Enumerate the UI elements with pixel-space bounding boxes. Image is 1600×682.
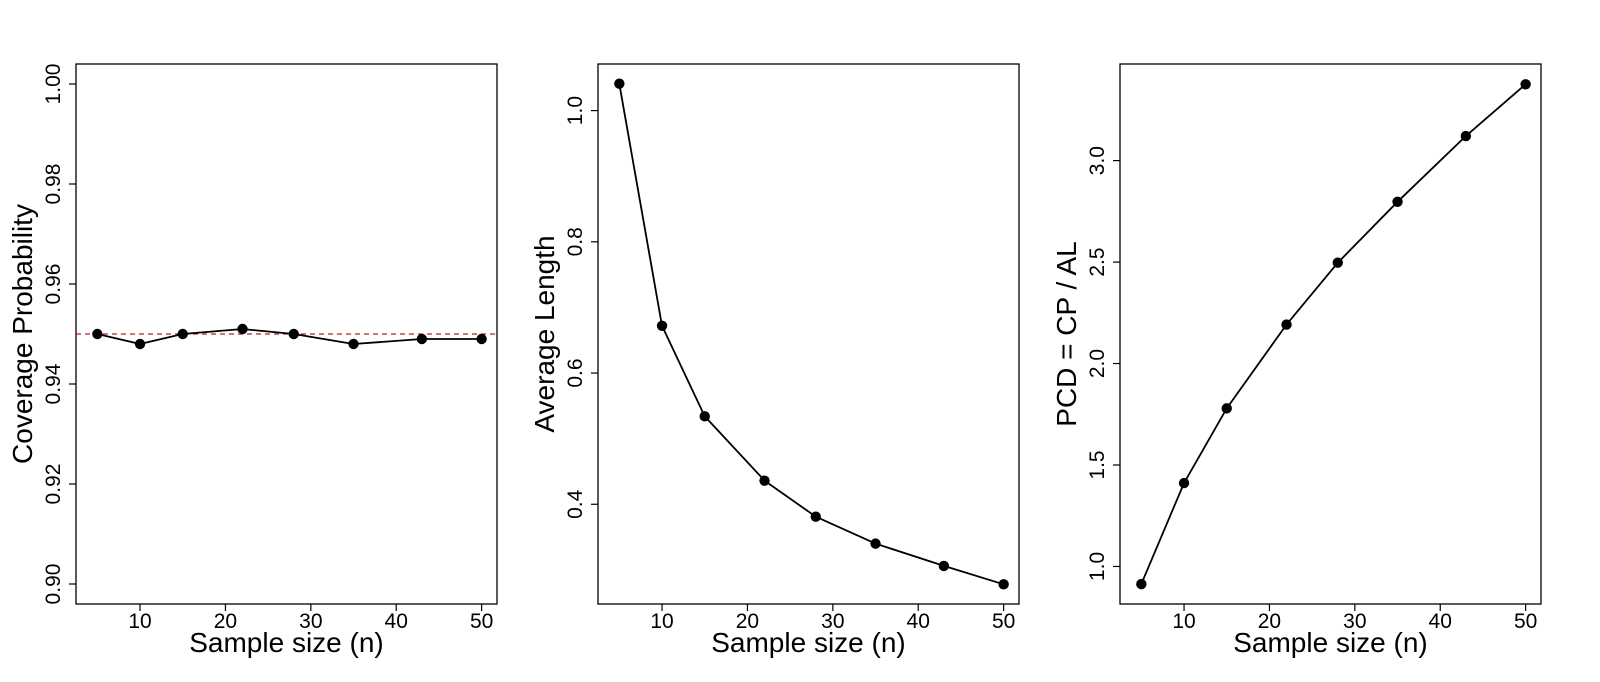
x-tick-label: 10: [650, 610, 673, 633]
x-tick-label: 50: [1514, 610, 1537, 633]
x-axis-title: Sample size (n): [189, 627, 384, 658]
x-tick-label: 40: [907, 610, 930, 633]
y-tick-label: 1.0: [564, 96, 587, 125]
y-axis-title: PCD = CP / AL: [1051, 241, 1082, 426]
series-line: [97, 328, 482, 345]
y-tick-label: 0.98: [42, 164, 65, 205]
y-tick-label: 0.4: [564, 489, 587, 519]
y-tick-label: 0.90: [42, 564, 65, 605]
data-point: [348, 338, 359, 350]
x-tick-label: 10: [1172, 610, 1195, 633]
chart-panel-1: 10 20 30 40 50 0.90 0.92 0.94 0.96 0.98 1.00 Sample…: [7, 63, 498, 658]
data-point: [614, 78, 625, 89]
data-point: [810, 511, 821, 522]
data-point: [1136, 578, 1147, 590]
data-point: [998, 579, 1009, 590]
x-tick-label: 50: [470, 610, 493, 633]
data-point: [92, 328, 103, 340]
x-tick-label: 30: [299, 610, 322, 633]
x-tick-label: 30: [1343, 610, 1366, 633]
y-tick-label: 0.8: [564, 227, 587, 256]
y-tick-label: 3.0: [1086, 146, 1109, 175]
data-point: [177, 328, 188, 340]
data-point: [1281, 319, 1292, 330]
y-tick-label: 0.92: [42, 464, 65, 505]
series-line: [1140, 83, 1527, 585]
data-point: [699, 411, 710, 422]
data-point: [134, 338, 146, 350]
data-point: [288, 328, 299, 340]
data-point: [759, 475, 770, 486]
data-point: [1460, 130, 1472, 142]
data-point: [656, 320, 668, 331]
y-axis-title: Coverage Probability: [7, 204, 38, 464]
y-tick-label: 1.5: [1086, 450, 1109, 479]
x-tick-label: 20: [214, 610, 237, 633]
x-tick-label: 10: [128, 610, 151, 633]
data-point: [476, 333, 487, 345]
data-point: [1178, 477, 1190, 489]
data-point: [1332, 257, 1343, 268]
x-axis-title: Sample size (n): [711, 627, 906, 658]
data-point: [1520, 79, 1531, 90]
x-tick-label: 50: [992, 610, 1015, 633]
x-tick-label: 20: [1258, 610, 1281, 633]
y-tick-label: 2.5: [1086, 247, 1109, 276]
y-axis-title: Average Length: [529, 235, 560, 432]
y-tick-label: 0.6: [564, 358, 587, 387]
data-point: [416, 333, 428, 345]
x-tick-label: 40: [385, 610, 408, 633]
data-point: [938, 560, 950, 572]
y-tick-label: 0.94: [42, 363, 65, 404]
series-line: [618, 83, 1004, 586]
plot-frame: [597, 63, 1020, 605]
y-tick-label: 1.00: [42, 64, 65, 105]
x-axis-title: Sample size (n): [1233, 627, 1428, 658]
x-tick-label: 30: [821, 610, 844, 633]
y-tick-label: 0.96: [42, 264, 65, 305]
data-point: [237, 323, 248, 335]
data-point: [1221, 403, 1232, 414]
data-point: [870, 538, 881, 549]
data-point: [1392, 196, 1403, 207]
chart-panel-2: 10 20 30 40 50 0.4 0.6 0.8 1.0 Sample size (n) Ave…: [529, 63, 1020, 658]
x-tick-label: 20: [736, 610, 759, 633]
y-tick-label: 2.0: [1086, 349, 1109, 378]
y-tick-label: 1.0: [1086, 552, 1109, 581]
plot-frame: [1119, 63, 1542, 605]
x-tick-label: 40: [1429, 610, 1452, 633]
chart-panel-3: 10 20 30 40 50 1.0 1.5 2.0 2.5 3.0 Sample size (n)…: [1051, 63, 1542, 658]
